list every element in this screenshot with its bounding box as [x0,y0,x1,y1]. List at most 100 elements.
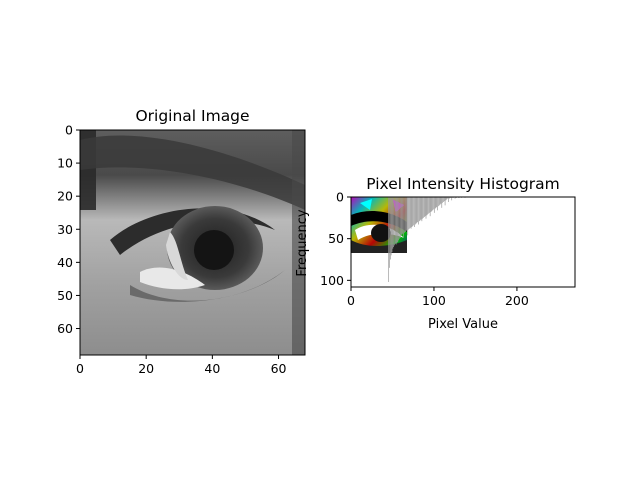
right-title: Pixel Intensity Histogram [366,175,560,193]
histogram-bar [409,197,410,229]
histogram-bar [389,197,391,260]
histogram-bar [438,197,440,206]
histogram-bar [417,197,419,222]
histogram-bar [394,197,396,244]
histogram-bar [399,197,401,238]
histogram-bar [415,197,417,224]
right-edge-shadow [292,130,305,355]
histogram-bar [423,197,424,218]
histogram-bar [399,197,400,239]
histogram-bar [397,197,399,242]
histogram-bar [441,197,443,208]
histogram-bar [392,197,394,249]
lower-lid [130,270,285,302]
histogram-bar [440,197,442,204]
histogram-bar [438,197,439,207]
right-ytick-label: 100 [320,273,344,288]
histogram-bar [447,197,448,199]
histogram-bar [403,197,404,237]
left-xtick-label: 60 [271,361,287,376]
histogram-bar [439,197,441,205]
histogram-bar [444,197,446,206]
histogram-bar [410,197,412,229]
histogram-bar [433,197,435,213]
left-xtick-label: 40 [204,361,220,376]
eye-reflection [166,232,188,280]
y-axis-label: Frequency [295,209,310,276]
histogram-bar [393,197,394,247]
histogram-bar [443,197,444,202]
left-xtick-label: 0 [76,361,84,376]
histogram-bar [401,197,403,235]
histogram-bar [411,197,413,227]
histogram-bar [424,197,426,217]
histogram-bar [454,197,456,199]
left-ytick-label: 40 [57,255,73,270]
histogram-bar [396,197,398,243]
histogram-bar [402,197,404,234]
brow-shadow [80,135,305,210]
eye-image [80,130,305,355]
histogram-bar [395,197,397,245]
histogram-bar [436,197,438,207]
right-xtick-label: 100 [422,293,446,308]
histogram-bar [408,197,409,230]
left-ytick-label: 60 [57,321,73,336]
histogram-bar [416,197,418,223]
histogram-bar [388,197,390,282]
histogram-bar [443,197,445,202]
histogram-bar [420,197,422,220]
histogram-bar [400,197,402,237]
histogram-bar [433,197,434,210]
histogram-bar [448,197,450,199]
histogram-bar [404,197,406,232]
right-axes-frame [350,196,576,288]
sclera-highlight [140,267,205,290]
histogram-bar [390,197,392,256]
left-xtick-label: 20 [138,361,154,376]
histogram-bar [428,197,430,213]
histogram-bar [421,197,423,222]
histogram-bars [388,197,466,282]
histogram-bar [412,197,414,227]
histogram-bar [432,197,433,211]
left-ytick-label: 0 [65,123,73,138]
pupil [194,230,234,270]
histogram-bar [445,197,447,201]
left-ytick-label: 50 [57,288,73,303]
histogram-bar [446,197,448,200]
histogram-bar [407,197,409,236]
right-ytick-label: 0 [336,190,344,205]
histogram-bar [389,197,390,268]
histogram-bar [413,197,414,226]
histogram-bar [418,197,419,225]
histogram-bar [404,197,405,233]
histogram-bar [398,197,399,241]
histogram-bar [424,197,425,217]
left-ticks: 0 20 40 60 0 10 20 30 40 50 60 [57,123,286,377]
histogram-bar [425,197,427,219]
histogram-bar [427,197,429,215]
left-title: Original Image [135,107,249,125]
histogram-bar [394,197,395,246]
histogram-bar [414,197,415,227]
histogram-bar [405,197,407,232]
histogram-bar [391,197,393,252]
histogram-bar [409,197,411,228]
histogram-bar [414,197,416,225]
histogram-bar [442,197,443,203]
left-axes-frame [79,129,306,356]
histogram-bar [430,197,432,212]
histogram-panel: Pixel Intensity Histogram 0 100 200050100 … [295,175,576,332]
left-ytick-label: 30 [57,222,73,237]
histogram-bar [406,197,408,231]
right-xtick-label: 0 [347,293,355,308]
histogram-bar [419,197,420,222]
histogram-bar [429,197,431,217]
right-xtick-label: 200 [505,293,529,308]
histogram-bar [419,197,421,221]
histogram-bar [426,197,428,216]
left-ytick-label: 20 [57,189,73,204]
histogram-bar [428,197,429,214]
